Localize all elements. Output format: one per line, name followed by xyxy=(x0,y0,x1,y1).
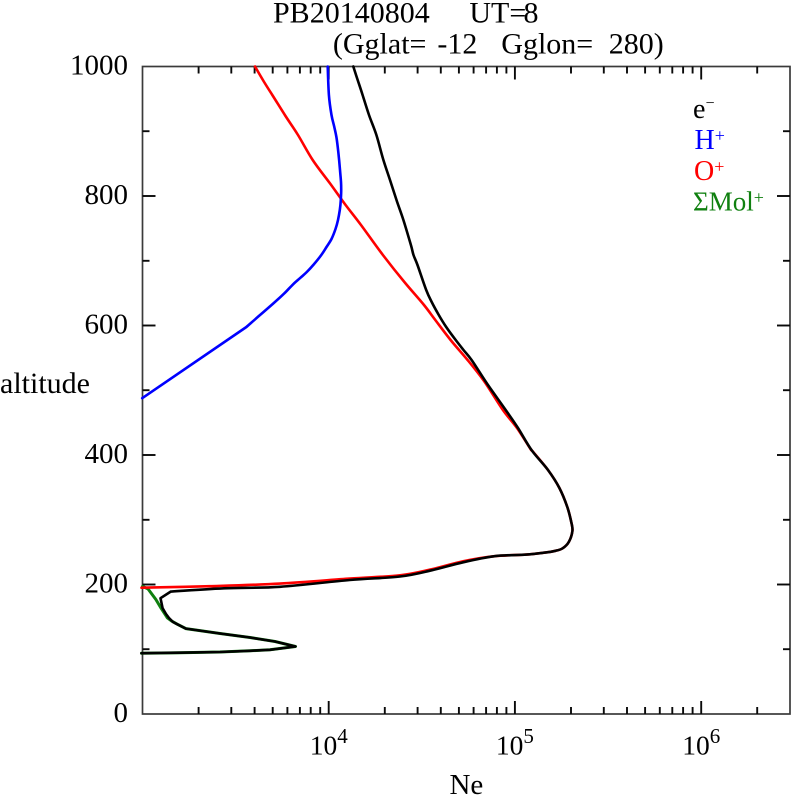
svg-text:400: 400 xyxy=(85,438,129,470)
svg-text:e−: e− xyxy=(693,94,714,125)
svg-text:(Gglat=: (Gglat= xyxy=(333,28,427,61)
svg-text:0: 0 xyxy=(114,697,129,729)
svg-text:105: 105 xyxy=(496,724,534,761)
svg-text:600: 600 xyxy=(85,309,129,341)
svg-text:Ne: Ne xyxy=(449,769,483,795)
svg-text:800: 800 xyxy=(85,179,129,211)
svg-text:ΣMol+: ΣMol+ xyxy=(693,187,764,217)
svg-text:1000: 1000 xyxy=(70,50,128,82)
svg-text:104: 104 xyxy=(310,724,349,761)
svg-text:280): 280) xyxy=(609,28,664,61)
svg-text:106: 106 xyxy=(682,724,720,761)
svg-text:H+: H+ xyxy=(695,125,725,156)
svg-text:-12: -12 xyxy=(437,28,477,61)
svg-text:8: 8 xyxy=(524,0,539,30)
svg-text:PB20140804: PB20140804 xyxy=(273,0,430,30)
svg-text:O+: O+ xyxy=(694,156,724,187)
svg-text:200: 200 xyxy=(85,568,129,600)
svg-text:UT=: UT= xyxy=(469,0,526,30)
svg-text:altitude: altitude xyxy=(0,367,90,400)
svg-text:Gglon=: Gglon= xyxy=(501,28,593,61)
